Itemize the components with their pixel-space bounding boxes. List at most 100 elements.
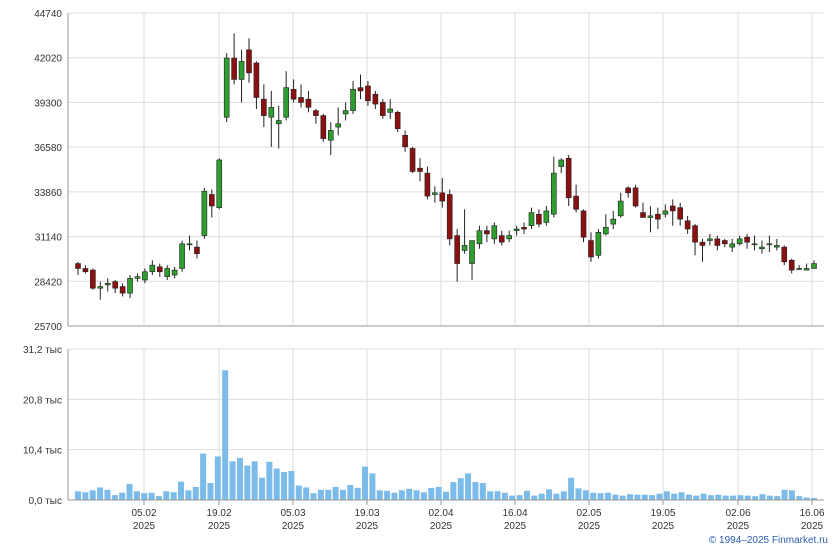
volume-bar xyxy=(185,490,192,500)
candle-body xyxy=(238,61,245,80)
candle-body xyxy=(699,241,706,246)
price-tick-label: 28420 xyxy=(34,277,62,288)
price-tick-label: 44740 xyxy=(34,9,62,20)
candle-body xyxy=(104,282,111,286)
candle-body xyxy=(528,212,535,227)
candle-body xyxy=(283,87,289,118)
candle-body xyxy=(261,98,267,116)
volume-bar xyxy=(472,482,479,500)
candle-body xyxy=(75,263,81,269)
candle-body xyxy=(714,238,721,246)
candle-body xyxy=(305,98,312,108)
candle-body xyxy=(335,123,342,128)
candle-body xyxy=(461,245,468,251)
candle-body xyxy=(394,111,401,130)
volume-tick-label: 0,0 тыс xyxy=(29,496,62,507)
volume-bar xyxy=(663,491,670,500)
candle-body xyxy=(90,269,96,289)
candle-body xyxy=(380,102,386,116)
volume-bar xyxy=(700,493,707,500)
volume-bar xyxy=(317,489,324,500)
volume-bar xyxy=(612,494,619,500)
x-tick-label-year: 2025 xyxy=(801,521,824,532)
volume-bar xyxy=(671,493,678,500)
x-tick-label-date: 05.02 xyxy=(131,508,156,519)
volume-bar xyxy=(413,490,420,500)
x-tick-label-year: 2025 xyxy=(504,521,527,532)
volume-bar xyxy=(266,461,273,500)
candle-body xyxy=(142,271,148,281)
volume-bar xyxy=(730,495,737,500)
volume-bar xyxy=(788,490,795,500)
volume-bar xyxy=(303,487,310,500)
candle-body xyxy=(736,238,743,245)
x-tick-label-date: 02.05 xyxy=(576,508,601,519)
candle-body xyxy=(194,246,200,254)
x-tick-label-year: 2025 xyxy=(652,521,675,532)
volume-bar xyxy=(597,493,604,500)
volume-bar xyxy=(693,495,700,500)
volume-bar xyxy=(501,492,508,500)
candle-body xyxy=(134,276,141,279)
volume-bar xyxy=(774,496,781,500)
candle-body xyxy=(246,49,252,74)
candle-body xyxy=(171,269,178,276)
volume-bar xyxy=(384,490,391,500)
candle-body xyxy=(216,159,223,208)
candle-body xyxy=(439,192,446,202)
candle-body xyxy=(350,88,356,111)
volume-bar xyxy=(236,457,243,500)
candle-body xyxy=(320,115,327,139)
volume-bar xyxy=(97,487,104,500)
price-tick-label: 42020 xyxy=(34,54,62,65)
volume-bar xyxy=(244,465,251,500)
volume-bar xyxy=(803,497,810,500)
candle-body xyxy=(112,281,118,289)
volume-bar xyxy=(553,493,560,500)
candle-body xyxy=(223,57,230,118)
volume-bar xyxy=(347,484,354,500)
candle-body xyxy=(179,243,185,269)
volume-bar xyxy=(752,496,759,500)
volume-bar xyxy=(133,491,140,500)
volume-bar xyxy=(766,495,773,500)
volume-bar xyxy=(281,471,288,500)
volume-chart-panel: 0,0 тыс 10,4 тыс 20,8 тыс 31,2 тыс 05.02 2025… xyxy=(23,345,825,532)
volume-bar xyxy=(126,484,133,500)
candle-body xyxy=(149,264,156,273)
candle-body xyxy=(209,194,215,207)
candle-body xyxy=(677,207,683,220)
volume-bar xyxy=(487,491,494,500)
x-tick-label-date: 19.02 xyxy=(206,508,231,519)
volume-bar xyxy=(310,493,317,500)
candle-body xyxy=(417,167,423,172)
x-tick-label-date: 19.03 xyxy=(354,508,379,519)
candle-body xyxy=(387,108,394,113)
volume-bar xyxy=(641,494,648,500)
volume-bar xyxy=(582,490,589,500)
volume-bar xyxy=(376,490,383,500)
candle-body xyxy=(119,286,126,294)
volume-bar xyxy=(656,493,663,500)
candle-body xyxy=(580,210,587,238)
candle-body xyxy=(476,230,483,245)
volume-bar xyxy=(796,496,803,500)
candle-body xyxy=(469,240,475,264)
candle-body xyxy=(290,88,297,100)
candle-body xyxy=(424,172,431,197)
volume-bar xyxy=(457,478,464,500)
candle-body xyxy=(588,240,594,258)
volume-bar xyxy=(494,491,501,500)
x-tick-label-date: 05.03 xyxy=(280,508,305,519)
volume-bar xyxy=(354,487,361,500)
candle-body xyxy=(788,259,795,271)
candle-body xyxy=(298,97,304,103)
copyright-notice[interactable]: © 1994–2025 Finmarket.ru xyxy=(708,535,828,546)
volume-bar xyxy=(744,495,751,500)
x-tick-label-year: 2025 xyxy=(430,521,453,532)
volume-bar xyxy=(362,466,369,500)
volume-bar xyxy=(649,495,656,500)
volume-bar xyxy=(178,481,185,500)
volume-bar xyxy=(707,495,714,500)
volume-bar xyxy=(398,490,405,500)
